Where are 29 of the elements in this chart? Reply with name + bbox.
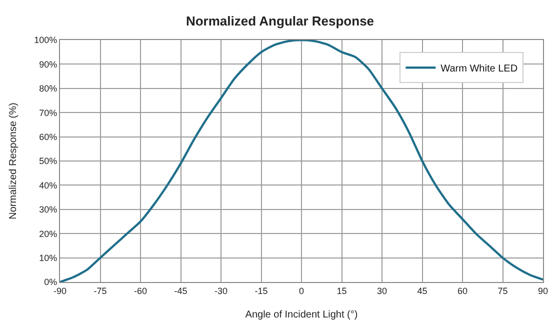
legend-label: Warm White LED (440, 64, 518, 74)
y-tick-label: 100% (34, 35, 58, 46)
x-tick-label: -90 (53, 286, 67, 296)
line-series (60, 40, 543, 282)
y-tick-label: 50% (39, 156, 58, 166)
y-tick-label: 80% (39, 84, 58, 94)
x-tick-label: -75 (94, 286, 107, 296)
x-tick-label: 75 (498, 286, 508, 296)
x-tick-label: 0 (298, 286, 304, 296)
y-tick-label: 30% (39, 204, 58, 215)
x-tick-label: -15 (254, 286, 268, 296)
y-axis-title: Normalized Response (%) (8, 102, 20, 220)
chart-title: Normalized Angular Response (186, 14, 374, 29)
y-tick-label: 60% (39, 132, 58, 142)
y-tick-label: 90% (39, 59, 58, 70)
x-tick-label: 30 (376, 286, 388, 296)
x-tick-label: -30 (214, 286, 228, 296)
x-tick-label: 15 (336, 286, 347, 296)
x-tick-label: 60 (457, 286, 468, 296)
x-tick-label: -45 (174, 286, 188, 296)
x-axis-title: Angle of Incident Light (°) (245, 309, 358, 320)
y-tick-label: 0% (44, 277, 58, 288)
x-tick-label: 90 (538, 286, 548, 296)
y-tick-label: 10% (39, 252, 58, 263)
x-tick-label: 45 (417, 286, 428, 296)
y-tick-label: 40% (39, 180, 58, 190)
y-tick-label: 20% (39, 228, 58, 239)
x-tick-label: -60 (134, 286, 148, 296)
y-tick-label: 70% (39, 108, 58, 118)
